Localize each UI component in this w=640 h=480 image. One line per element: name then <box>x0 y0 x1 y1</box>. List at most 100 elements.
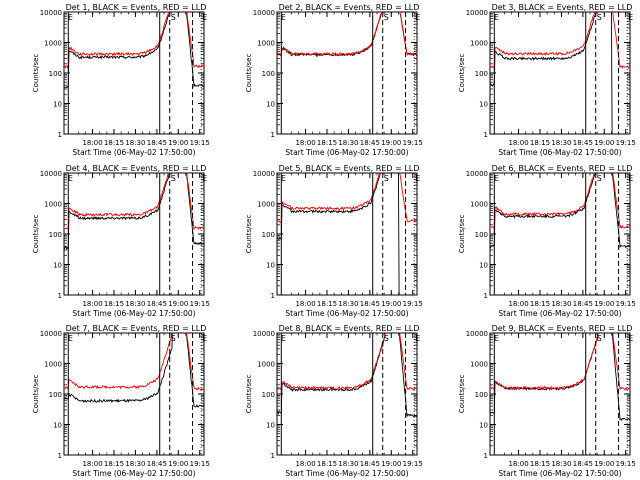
y-tick-label: 10000 <box>466 9 488 17</box>
y-tick-label: 100 <box>49 70 62 78</box>
curves <box>64 173 204 251</box>
panel-title: Det 7, BLACK = Events, RED = LLD <box>66 324 207 333</box>
panel-det-9: Det 9, BLACK = Events, RED = LLD 1 10 100 10… <box>458 324 636 478</box>
series-events-line <box>277 12 417 58</box>
x-axis-label: Start Time (06-May-02 17:50:00) <box>285 309 408 318</box>
event-marker-s: S <box>171 334 176 343</box>
x-tick-label: 19:15 <box>190 139 210 147</box>
y-tick-label: 1 <box>58 131 62 139</box>
y-axis-label: Counts/sec <box>32 215 40 254</box>
x-tick-label: 19:00 <box>594 300 614 308</box>
x-tick-label: 18:15 <box>530 139 550 147</box>
event-marker-e: E <box>68 13 73 22</box>
event-marker-e: E <box>494 334 499 343</box>
y-tick-label: 1 <box>58 292 62 300</box>
x-tick-label: 18:30 <box>125 460 145 468</box>
series-events-line <box>277 173 417 295</box>
x-tick-label: 18:00 <box>508 300 528 308</box>
y-tick-label: 10000 <box>253 9 275 17</box>
x-axis-label: Start Time (06-May-02 17:50:00) <box>498 309 621 318</box>
event-marker-s: S <box>171 13 176 22</box>
x-tick-label: 18:00 <box>508 460 528 468</box>
y-tick-label: 10000 <box>253 330 275 338</box>
y-axis-label: Counts/sec <box>245 375 253 414</box>
x-tick-label: 18:45 <box>573 460 593 468</box>
series-lld-line <box>277 12 417 57</box>
x-tick-label: 18:00 <box>508 139 528 147</box>
curves <box>64 12 204 89</box>
x-tick-label: 18:45 <box>147 139 167 147</box>
y-tick-label: 100 <box>262 70 275 78</box>
event-marker-e: E <box>281 174 286 183</box>
series-events-line <box>490 12 630 134</box>
series-lld-line <box>490 173 630 230</box>
panel-det-2: Det 2, BLACK = Events, RED = LLD 1 10 100 10… <box>245 3 423 157</box>
event-marker-s: S <box>597 13 602 22</box>
series-lld-line <box>64 173 204 231</box>
plot-frame <box>63 172 205 296</box>
series-lld-line <box>490 12 630 70</box>
panel-det-7: Det 7, BLACK = Events, RED = LLD 1 10 100 10… <box>32 324 210 478</box>
plot-frame <box>63 332 205 456</box>
panel-det-6: Det 6, BLACK = Events, RED = LLD 1 10 100 10… <box>458 164 636 318</box>
plot-frame <box>276 11 418 135</box>
panel-title: Det 5, BLACK = Events, RED = LLD <box>279 164 420 173</box>
y-tick-label: 1 <box>271 292 275 300</box>
event-marker-e: E <box>281 334 286 343</box>
y-axis-label: Counts/sec <box>245 215 253 254</box>
series-events-line <box>490 173 630 249</box>
x-tick-label: 18:15 <box>530 300 550 308</box>
plot-frame <box>489 11 631 135</box>
panel-title: Det 8, BLACK = Events, RED = LLD <box>279 324 420 333</box>
x-axis-label: Start Time (06-May-02 17:50:00) <box>72 148 195 157</box>
x-axis-label: Start Time (06-May-02 17:50:00) <box>498 469 621 478</box>
y-tick-label: 10 <box>266 422 275 430</box>
y-tick-label: 1000 <box>470 40 488 48</box>
panel-title: Det 3, BLACK = Events, RED = LLD <box>492 3 633 12</box>
y-tick-label: 100 <box>475 391 488 399</box>
y-tick-label: 10 <box>479 262 488 270</box>
panel-det-4: Det 4, BLACK = Events, RED = LLD 1 10 100 10… <box>32 164 210 318</box>
y-tick-label: 10000 <box>253 170 275 178</box>
x-tick-label: 18:30 <box>551 460 571 468</box>
plot-frame <box>489 332 631 456</box>
y-axis-label: Counts/sec <box>458 215 466 254</box>
series-events-line <box>490 333 630 422</box>
x-tick-label: 18:30 <box>551 300 571 308</box>
x-tick-label: 19:00 <box>594 139 614 147</box>
x-tick-label: 18:00 <box>295 300 315 308</box>
y-tick-label: 1000 <box>470 361 488 369</box>
x-tick-label: 18:30 <box>551 139 571 147</box>
x-tick-label: 18:00 <box>82 139 102 147</box>
y-axis-label: Counts/sec <box>458 54 466 93</box>
y-tick-label: 10000 <box>40 330 62 338</box>
series-lld-line <box>64 12 204 69</box>
x-tick-label: 19:15 <box>190 300 210 308</box>
x-tick-label: 18:30 <box>338 139 358 147</box>
x-tick-label: 19:15 <box>616 460 636 468</box>
x-tick-label: 18:00 <box>295 460 315 468</box>
y-tick-label: 100 <box>262 231 275 239</box>
y-tick-label: 10000 <box>40 170 62 178</box>
series-lld-line <box>277 333 417 391</box>
plot-frame <box>63 11 205 135</box>
curves <box>277 173 417 295</box>
x-tick-label: 18:30 <box>125 139 145 147</box>
y-tick-label: 1000 <box>44 361 62 369</box>
event-marker-e: E <box>628 334 633 343</box>
event-marker-s: S <box>171 174 176 183</box>
y-tick-label: 10 <box>266 101 275 109</box>
x-tick-label: 19:15 <box>403 139 423 147</box>
panel-title: Det 4, BLACK = Events, RED = LLD <box>66 164 207 173</box>
x-tick-label: 19:00 <box>168 300 188 308</box>
y-tick-label: 10 <box>53 101 62 109</box>
x-tick-label: 18:00 <box>82 300 102 308</box>
y-tick-label: 1 <box>484 452 488 460</box>
curves <box>277 333 417 418</box>
y-tick-label: 10 <box>53 422 62 430</box>
x-tick-label: 19:15 <box>190 460 210 468</box>
series-events-line <box>277 333 417 418</box>
event-marker-s: S <box>384 13 389 22</box>
x-tick-label: 19:00 <box>168 460 188 468</box>
plot-frame <box>276 172 418 296</box>
